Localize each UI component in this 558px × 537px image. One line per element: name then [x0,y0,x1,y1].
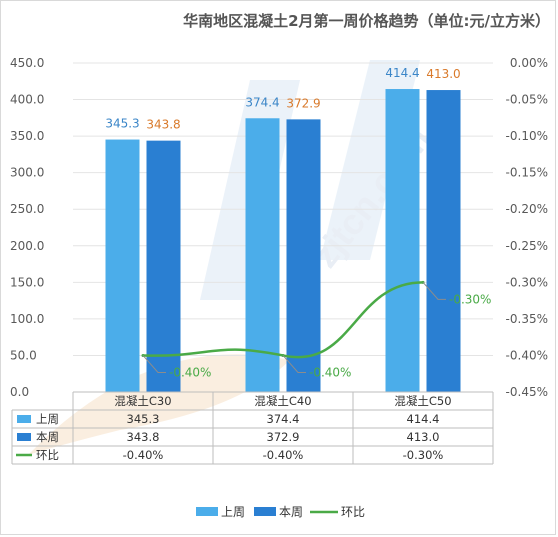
line-label-leader [282,355,306,373]
y-left-tick-label: 0.0 [10,385,29,399]
y-axis-right: 0.00% -0.05% -0.10% -0.15% -0.20% -0.25% -0.30… [506,56,548,399]
table-cell: 343.8 [127,430,160,444]
table-row-label: 本周 [36,430,59,444]
bar [286,119,321,393]
table-row-label: 环比 [36,448,59,462]
table-key-swatch [17,433,31,441]
legend-label: 环比 [341,505,365,519]
line-data-label: -0.30% [449,292,491,306]
y-right-tick-label: -0.30% [506,275,548,289]
y-right-tick-label: 0.00% [510,56,548,70]
y-left-tick-label: 150.0 [10,275,44,289]
table-cell: 374.4 [267,412,300,426]
line-series: -0.40% -0.40% -0.30% [141,280,491,379]
table-cell: 413.0 [407,430,440,444]
legend: 上周 本周 环比 [196,505,365,519]
bar-series: 345.3 343.8 374.4 372.9 414.4 413.0 [105,66,461,393]
table-cell: -0.30% [403,448,444,462]
bar-data-label: 374.4 [245,95,279,109]
bar [426,90,461,392]
legend-swatch [196,507,218,516]
bar-data-label: 413.0 [426,67,460,81]
bar-data-label: 372.9 [286,96,320,110]
line-change [142,281,424,359]
y-left-tick-label: 100.0 [10,312,44,326]
y-left-tick-label: 300.0 [10,166,44,180]
table-cell: 372.9 [267,430,300,444]
legend-label: 上周 [221,505,245,519]
bar-data-label: 345.3 [105,117,139,131]
table-cell: 345.3 [127,412,160,426]
line-label-leader [422,282,446,300]
y-left-tick-label: 350.0 [10,129,44,143]
table-header-cell: 混凝土C40 [254,394,311,408]
bar [245,118,280,392]
table-cell: -0.40% [123,448,164,462]
bar [385,89,420,392]
bar [105,139,140,392]
watermark-logo: zjtcn.com [28,60,439,455]
y-left-tick-label: 200.0 [10,239,44,253]
table-cell: -0.40% [263,448,304,462]
line-data-label: -0.40% [309,365,351,379]
y-left-tick-label: 250.0 [10,202,44,216]
y-right-tick-label: -0.45% [506,385,548,399]
bar-data-label: 343.8 [146,118,180,132]
y-right-tick-label: -0.05% [506,93,548,107]
bar-data-label: 414.4 [385,66,419,80]
legend-swatch [254,507,276,516]
table-cell: 414.4 [407,412,440,426]
y-right-tick-label: -0.10% [506,129,548,143]
line-data-label: -0.40% [169,365,211,379]
y-left-tick-label: 450.0 [10,56,44,70]
y-right-tick-label: -0.20% [506,202,548,216]
table-row-label: 上周 [36,412,59,426]
y-axis-left: 0.0 50.0 100.0 150.0 200.0 250.0 300.0 350.0 400… [10,56,44,399]
y-left-tick-label: 50.0 [10,348,37,362]
chart-title: 华南地区混凝土2月第一周价格趋势（单位:元/立方米） [183,12,550,30]
bar [146,140,181,392]
y-left-tick-label: 400.0 [10,93,44,107]
table-header-cell: 混凝土C30 [114,394,171,408]
data-table: 混凝土C30 混凝土C40 混凝土C50 上周 345.3 374.4 414.4 本周 343… [11,391,494,465]
table-key-swatch [17,415,31,423]
y-right-tick-label: -0.40% [506,348,548,362]
y-right-tick-label: -0.25% [506,239,548,253]
y-right-tick-label: -0.35% [506,312,548,326]
watermark-swoosh [28,354,290,455]
y-right-tick-label: -0.15% [506,166,548,180]
table-header-cell: 混凝土C50 [394,394,451,408]
legend-label: 本周 [279,505,303,519]
line-label-leader [142,355,166,373]
